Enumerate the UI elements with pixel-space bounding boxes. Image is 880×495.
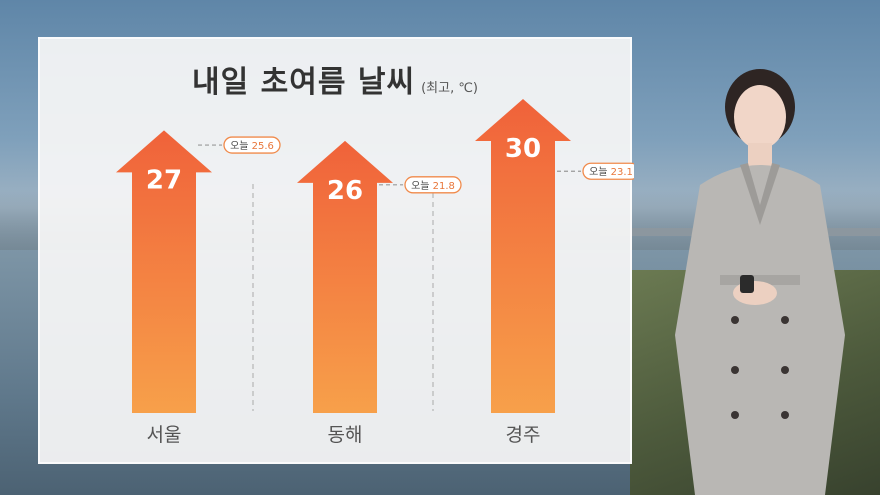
category-label: 경주	[506, 424, 541, 446]
today-value-label: 오늘 23.1	[589, 166, 633, 178]
today-badge	[223, 136, 281, 154]
tomorrow-value-label: 27	[146, 165, 182, 195]
tomorrow-arrow-2	[297, 140, 393, 413]
category-label: 동해	[328, 424, 363, 446]
tomorrow-arrow-3	[475, 99, 571, 413]
tomorrow-value-label: 26	[327, 176, 363, 206]
today-value-label: 오늘 21.8	[411, 180, 455, 192]
chart-title-unit: (최고, ℃)	[421, 81, 479, 96]
chart-title-main: 내일 초여름 날씨	[191, 65, 416, 100]
today-badge	[582, 162, 634, 180]
weather-panel: 내일 초여름 날씨 (최고, ℃) 27 서울 오늘 25.6 26 동해 오늘 21.8 3…	[38, 37, 634, 464]
presenter	[675, 69, 845, 495]
today-value-label: 오늘 25.6	[230, 140, 274, 152]
tomorrow-arrow-1	[116, 130, 212, 413]
tomorrow-value-label: 30	[505, 134, 541, 164]
chart-title: 내일 초여름 날씨 (최고, ℃)	[40, 57, 630, 101]
temperature-chart: 27 서울 오늘 25.6 26 동해 오늘 21.8 30 경주 오늘 23.1	[116, 99, 634, 446]
today-badge	[404, 176, 462, 194]
category-label: 서울	[147, 424, 182, 446]
